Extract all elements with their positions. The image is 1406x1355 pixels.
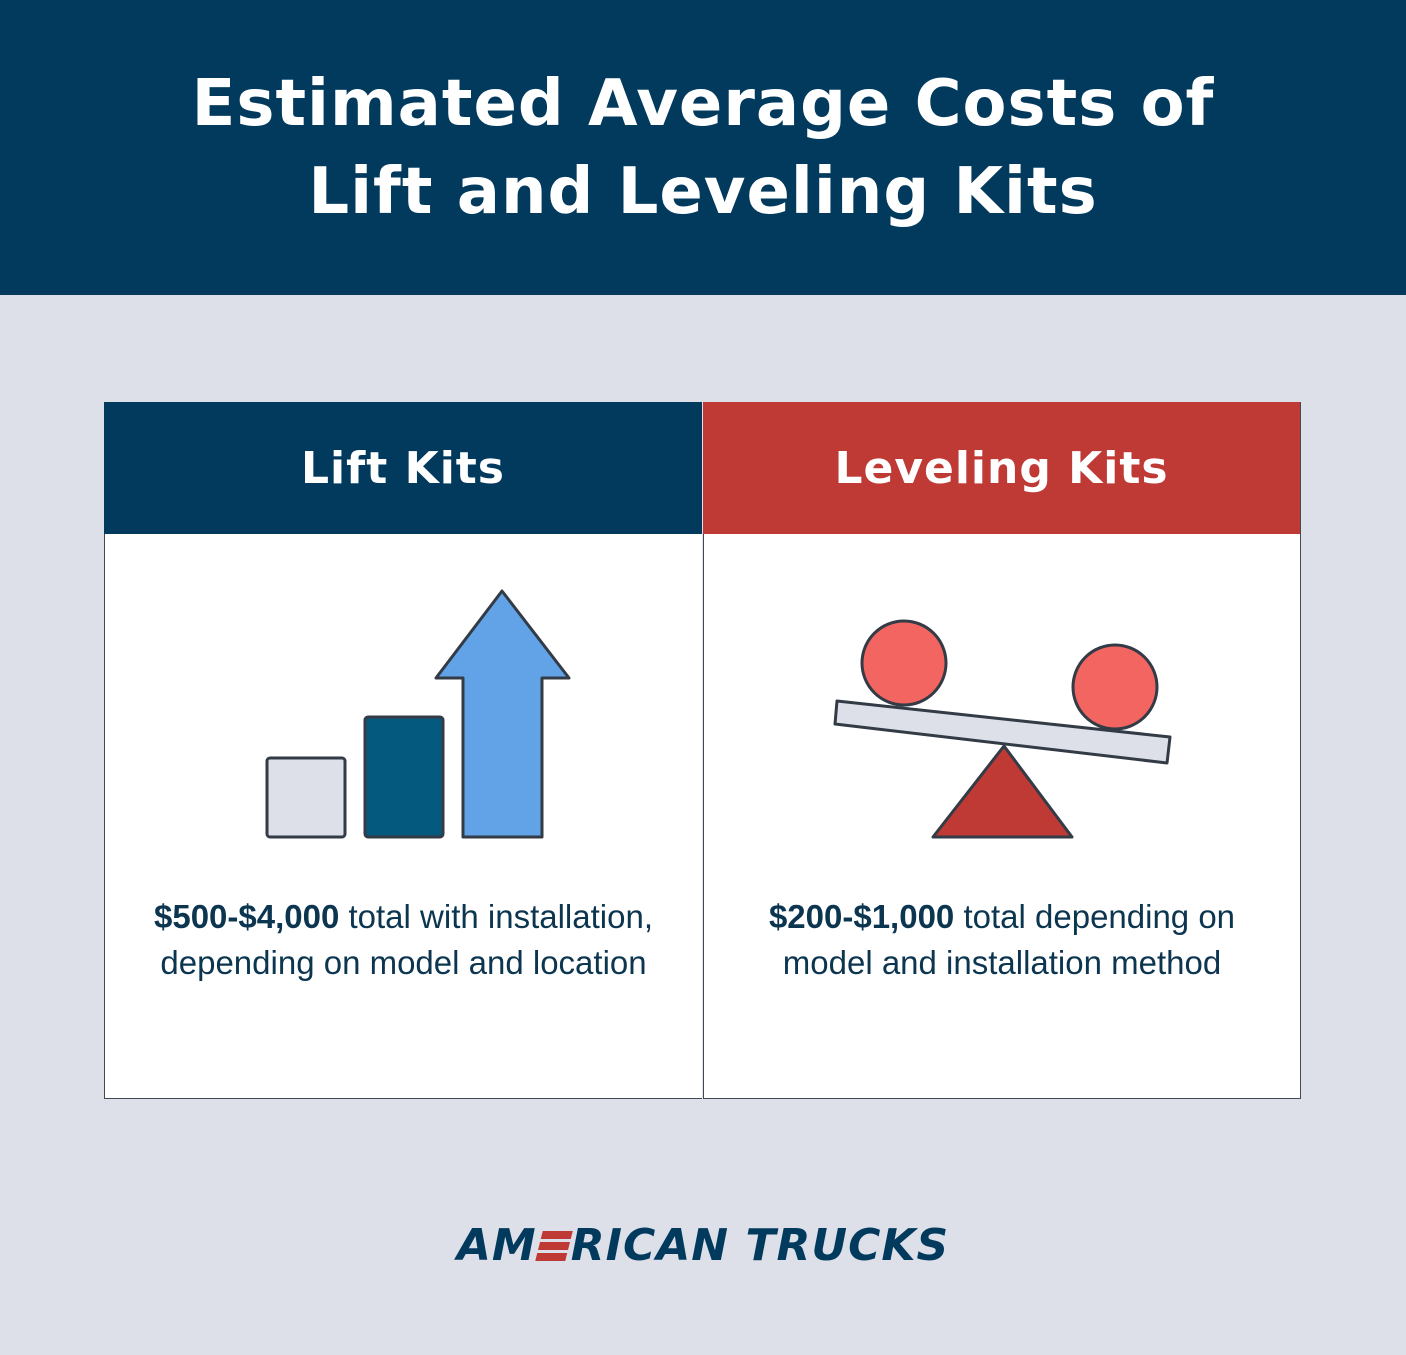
logo-text-end: RICAN TRUCKS (570, 1220, 950, 1271)
logo-text-start: AM (456, 1220, 537, 1271)
logo-stripes-icon (534, 1229, 573, 1263)
lift-kits-description: $500-$4,000 total with installation, dep… (145, 894, 662, 986)
page-title-line-1: Estimated Average Costs of (191, 66, 1215, 141)
lift-kits-body: $500-$4,000 total with installation, dep… (104, 534, 702, 1099)
leveling-kits-description-text: total depending on model and installatio… (782, 898, 1236, 981)
leveling-kits-column: Leveling Kits $200-$1,000 total dependin… (703, 402, 1301, 1099)
seesaw-balance-icon (704, 534, 1300, 864)
leveling-kits-body: $200-$1,000 total depending on model and… (703, 534, 1301, 1099)
page-title-line-2: Lift and Leveling Kits (308, 154, 1098, 229)
leveling-kits-description: $200-$1,000 total depending on model and… (744, 894, 1260, 986)
leveling-kits-heading: Leveling Kits (703, 402, 1301, 534)
comparison-table: Lift Kits $500-$4,000 total with install… (104, 402, 1301, 1099)
american-trucks-logo: AM RICAN TRUCKS (0, 1220, 1406, 1271)
lift-kits-price: $500-$4,000 (153, 898, 340, 935)
lift-kits-description-text: total with installation, depending on mo… (160, 898, 653, 981)
title-banner: Estimated Average Costs of Lift and Leve… (0, 0, 1406, 295)
lift-kits-column: Lift Kits $500-$4,000 total with install… (104, 402, 702, 1099)
leveling-kits-price: $200-$1,000 (768, 898, 955, 935)
bar-growth-arrow-icon (105, 534, 702, 864)
lift-kits-heading: Lift Kits (104, 402, 702, 534)
